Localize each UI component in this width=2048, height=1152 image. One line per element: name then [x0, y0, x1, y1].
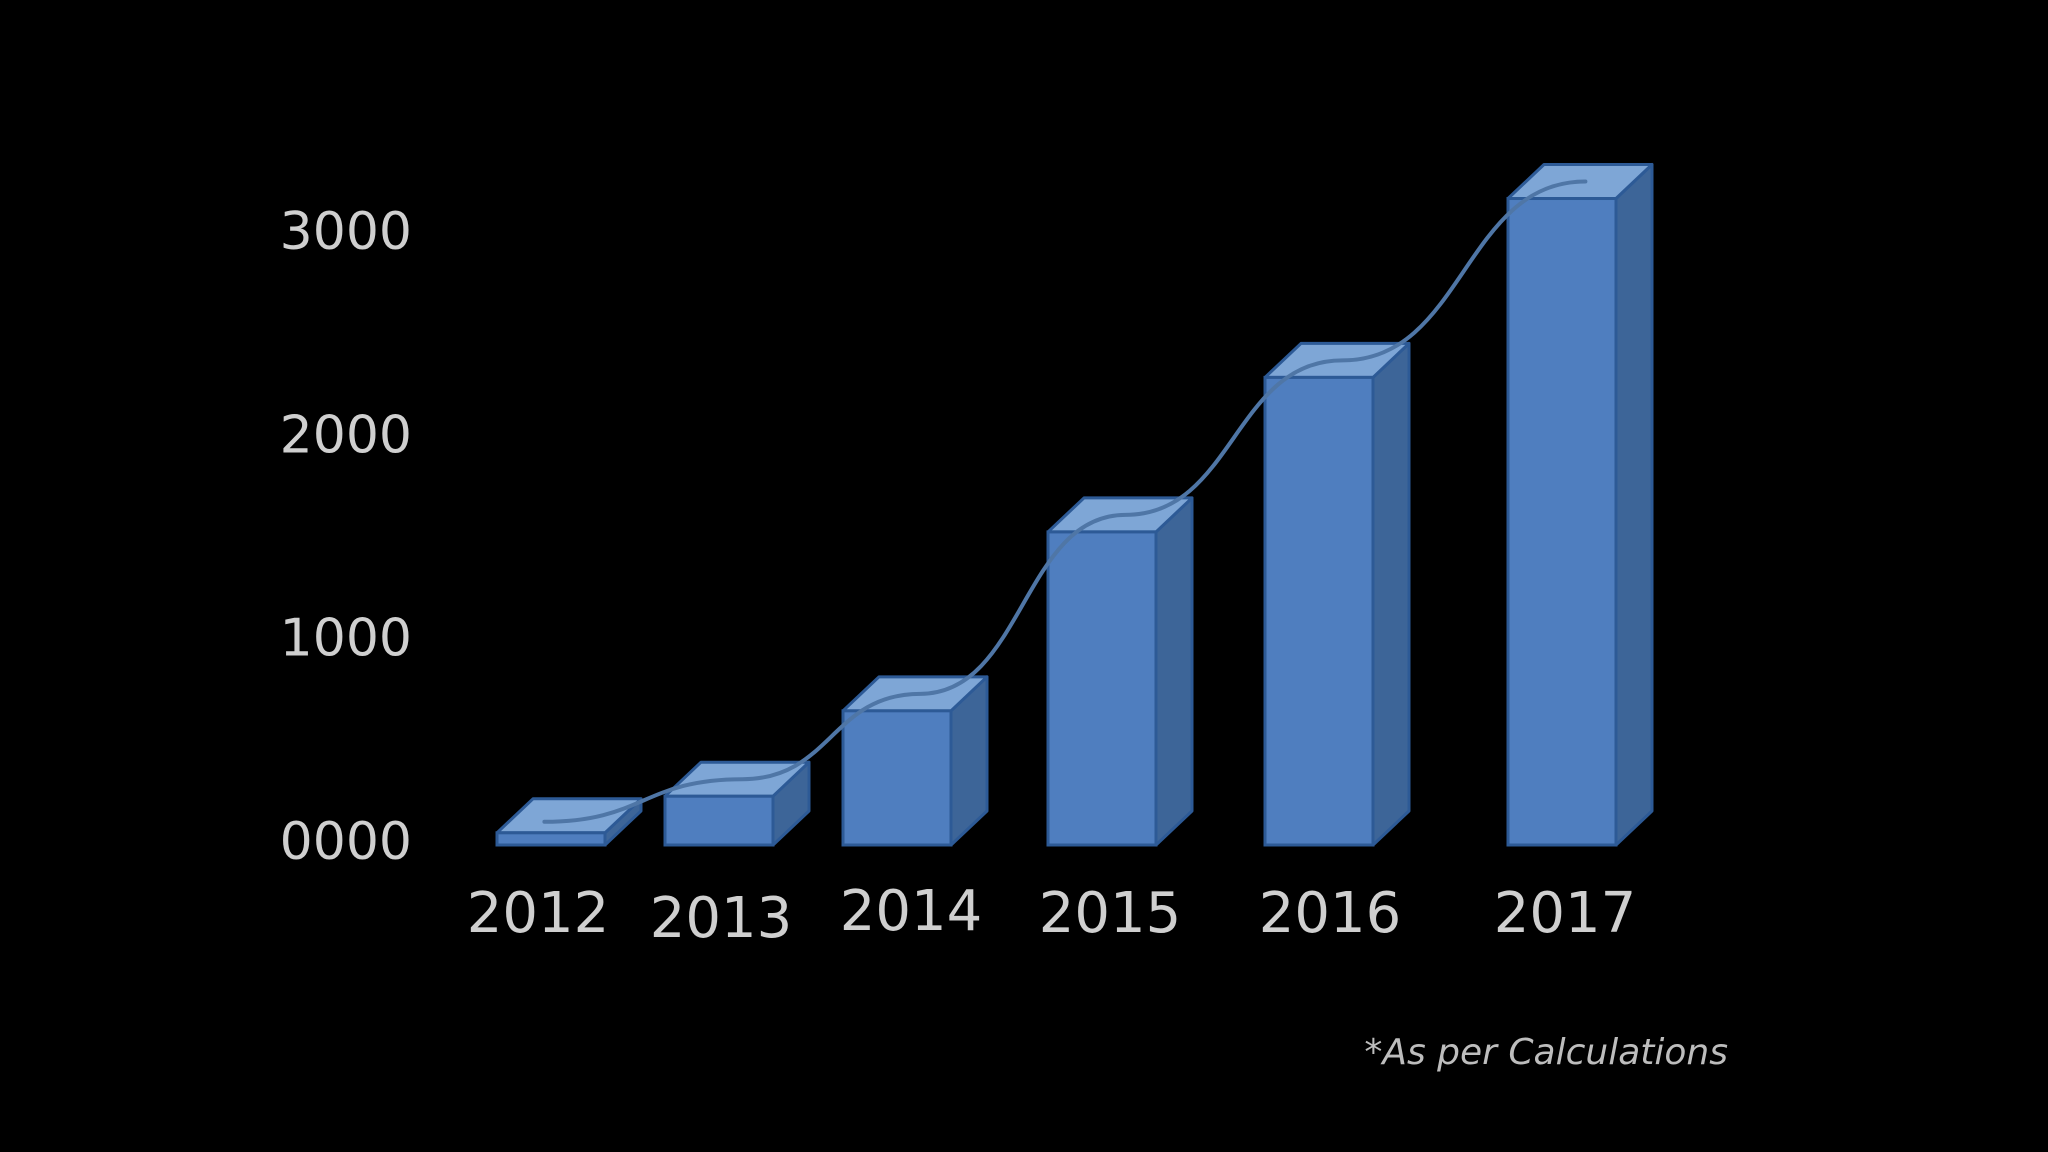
bar-side-face	[1614, 163, 1654, 847]
x-tick-label: 2014	[840, 879, 983, 944]
x-tick-label: 2013	[650, 886, 793, 951]
bar-2016	[1263, 341, 1411, 847]
bar-2017	[1506, 163, 1654, 847]
bar-front-face	[1506, 197, 1618, 847]
bar-front-face	[1046, 530, 1158, 847]
y-tick-label: 3000	[280, 202, 412, 262]
bar-front-face	[495, 831, 607, 847]
y-axis-ticks: 0000 1000 2000 3000	[280, 202, 412, 872]
bar-front-face	[1263, 375, 1375, 847]
bar-2015	[1046, 496, 1194, 847]
y-tick-label: 2000	[280, 405, 412, 465]
x-tick-label: 2012	[467, 881, 610, 946]
bar-side-face	[1371, 341, 1411, 847]
y-tick-label: 0000	[280, 812, 412, 872]
bars-group	[495, 163, 1654, 847]
trend-line-group	[542, 179, 1588, 824]
trend-line	[542, 179, 1588, 824]
bar-side-face	[1154, 496, 1194, 847]
x-tick-label: 2016	[1259, 881, 1402, 946]
bar-front-face	[841, 709, 953, 847]
x-tick-label: 2017	[1494, 881, 1637, 946]
bar-2014	[841, 675, 989, 847]
y-tick-label: 1000	[280, 609, 412, 669]
bar-2012	[495, 797, 643, 847]
x-axis-ticks: 2012 2013 2014 2015 2016 2017	[467, 879, 1637, 951]
x-tick-label: 2015	[1039, 881, 1182, 946]
footnote: *As per Calculations	[1364, 1032, 1728, 1073]
bar-2013	[663, 760, 811, 847]
bar-front-face	[663, 794, 775, 847]
